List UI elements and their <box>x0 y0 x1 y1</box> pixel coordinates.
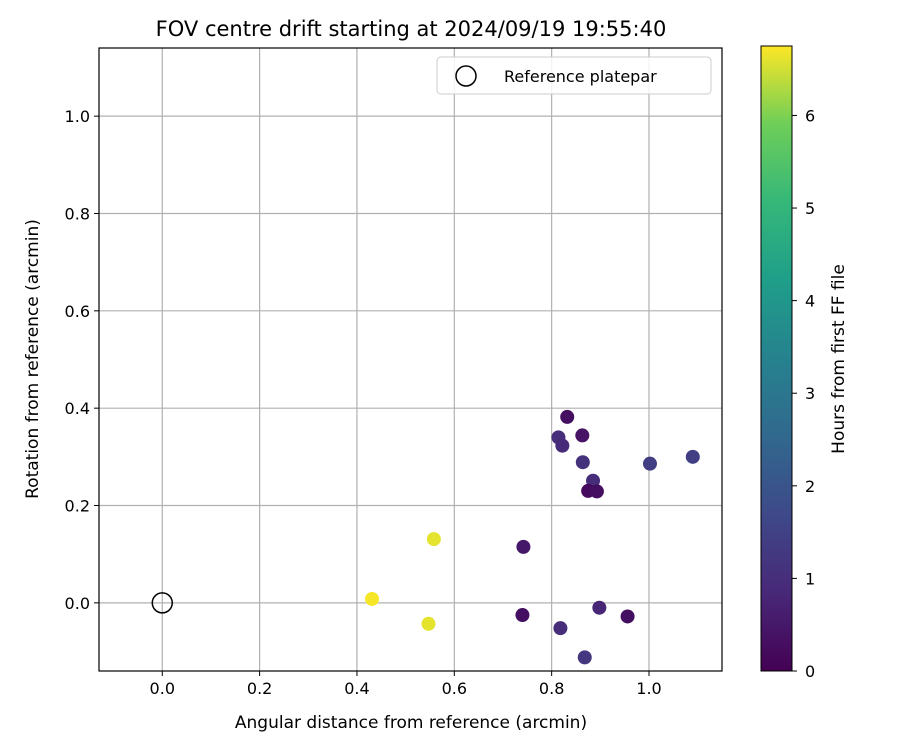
scatter-point <box>642 456 657 471</box>
colorbar-tick-label: 2 <box>805 477 815 496</box>
scatter-point <box>589 484 604 499</box>
data-points <box>365 409 700 665</box>
x-axis-label: Angular distance from reference (arcmin) <box>235 713 587 733</box>
y-axis-label: Rotation from reference (arcmin) <box>23 219 43 499</box>
scatter-point <box>575 428 590 443</box>
x-tick-label: 0.4 <box>344 679 369 698</box>
scatter-point <box>516 539 531 554</box>
legend-label-reference: Reference platepar <box>504 67 657 86</box>
colorbar: 0 1 2 3 4 5 6 Hours from first FF file <box>760 45 849 681</box>
reference-point-marker <box>151 592 174 614</box>
x-axis-ticks: 0.0 0.2 0.4 0.6 0.8 1.0 <box>150 671 662 698</box>
colorbar-label: Hours from first FF file <box>829 264 849 454</box>
scatter-point <box>515 608 530 623</box>
colorbar-ticks: 0 1 2 3 4 5 6 <box>792 106 815 681</box>
colorbar-frame <box>760 45 793 672</box>
scatter-point <box>577 650 592 665</box>
colorbar-tick-label: 6 <box>805 106 815 125</box>
x-tick-label: 0.0 <box>150 679 175 698</box>
legend-marker-open-circle <box>455 65 477 87</box>
x-tick-label: 1.0 <box>636 679 661 698</box>
y-tick-label: 0.6 <box>65 302 90 321</box>
colorbar-tick-label: 4 <box>805 292 815 311</box>
colorbar-tick-label: 1 <box>805 569 815 588</box>
colorbar-tick-label: 0 <box>805 662 815 681</box>
grid-lines <box>99 48 722 671</box>
plot-frame <box>98 47 723 672</box>
x-tick-label: 0.8 <box>539 679 564 698</box>
scatter-point <box>426 532 441 547</box>
scatter-point <box>685 449 700 464</box>
scatter-point <box>553 621 568 636</box>
scatter-point <box>560 409 575 424</box>
colorbar-tick-label: 3 <box>805 384 815 403</box>
y-tick-label: 0.2 <box>65 497 90 516</box>
legend-box <box>436 56 712 95</box>
y-tick-label: 0.8 <box>65 204 90 223</box>
colorbar-tick-label: 5 <box>805 199 815 218</box>
y-tick-label: 0.0 <box>65 594 90 613</box>
scatter-point <box>421 616 436 631</box>
reference-marker-group <box>151 592 174 614</box>
scatter-point <box>592 600 607 615</box>
y-tick-label: 0.4 <box>65 399 90 418</box>
scatter-point <box>620 609 635 624</box>
chart-title: FOV centre drift starting at 2024/09/19 … <box>156 17 667 41</box>
legend: Reference platepar <box>436 56 712 95</box>
scatter-point <box>365 591 380 606</box>
x-tick-label: 0.2 <box>247 679 272 698</box>
scatter-point <box>555 438 570 453</box>
y-tick-label: 1.0 <box>65 107 90 126</box>
colorbar-gradient <box>761 46 792 671</box>
scatter-point <box>575 455 590 470</box>
x-tick-label: 0.6 <box>442 679 467 698</box>
y-axis-ticks: 0.0 0.2 0.4 0.6 0.8 1.0 <box>65 107 99 613</box>
